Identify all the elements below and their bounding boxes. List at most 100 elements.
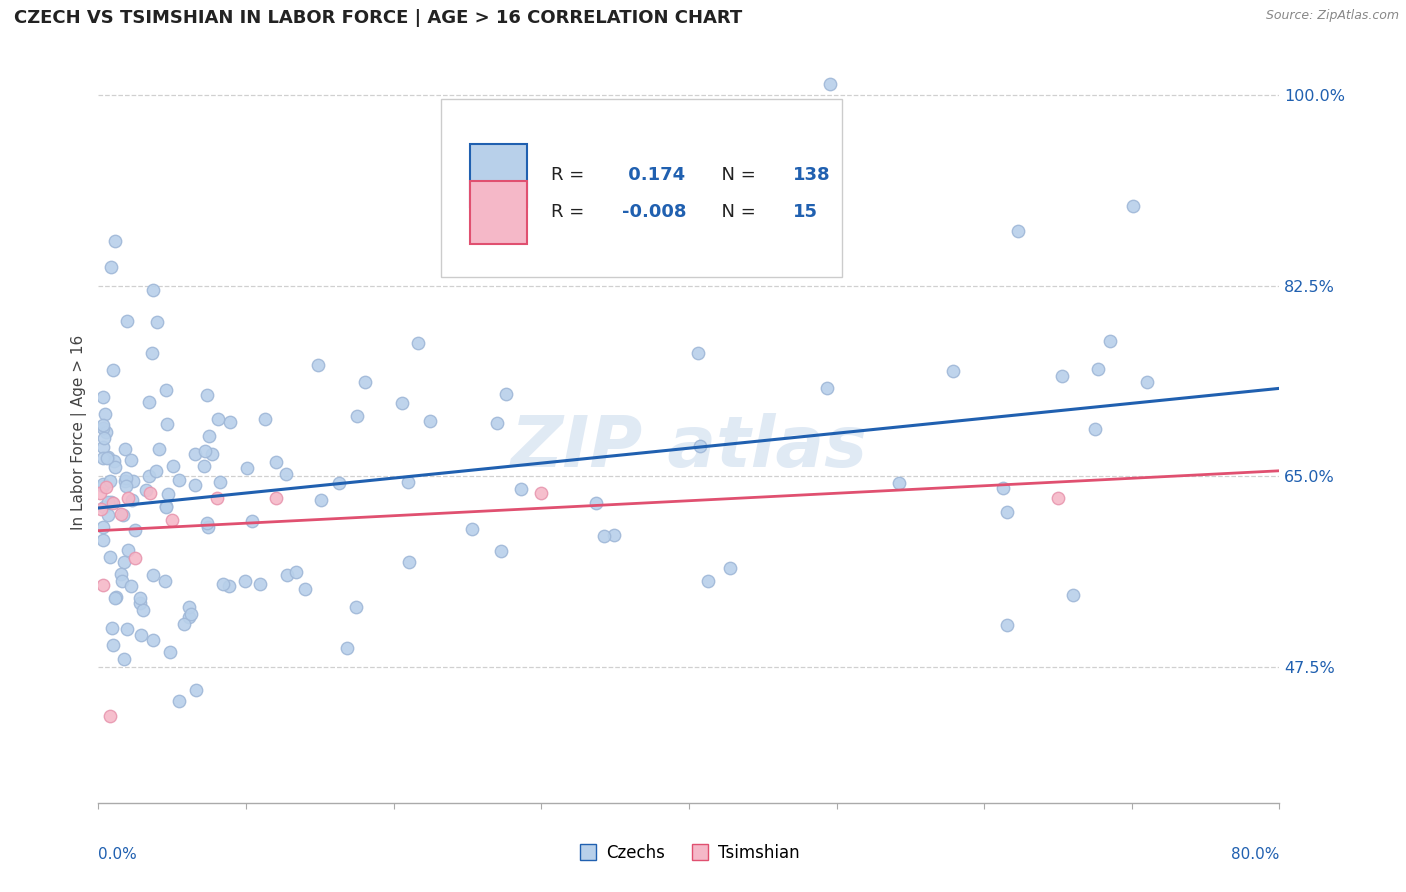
- Point: [1136, 375, 1159, 389]
- Point: [212, 576, 235, 591]
- Point: [328, 476, 350, 491]
- Point: [112, 652, 135, 666]
- Point: [585, 496, 607, 510]
- Point: [98, 474, 121, 488]
- Point: [391, 396, 413, 410]
- Point: [117, 622, 139, 636]
- Point: [91, 578, 114, 592]
- Point: [495, 387, 517, 401]
- Point: [354, 376, 377, 390]
- Point: [309, 492, 332, 507]
- Point: [207, 412, 229, 426]
- Point: [419, 413, 441, 427]
- Point: [194, 443, 217, 458]
- Point: [104, 591, 127, 605]
- Point: [100, 495, 122, 509]
- Point: [142, 283, 165, 297]
- Point: [105, 590, 128, 604]
- Point: [718, 561, 741, 575]
- Point: [180, 607, 202, 621]
- Point: [396, 475, 419, 489]
- FancyBboxPatch shape: [471, 181, 527, 244]
- Text: N =: N =: [710, 203, 762, 221]
- Point: [307, 358, 329, 372]
- Point: [264, 491, 287, 505]
- Point: [197, 519, 219, 533]
- Point: [162, 513, 183, 527]
- Point: [138, 395, 160, 409]
- Text: 0.0%: 0.0%: [98, 847, 138, 863]
- Point: [111, 508, 134, 522]
- Text: 0.174: 0.174: [621, 166, 685, 185]
- Point: [112, 556, 135, 570]
- Point: [1050, 368, 1073, 383]
- Point: [697, 574, 720, 589]
- Point: [408, 335, 430, 350]
- Point: [141, 346, 163, 360]
- Point: [153, 574, 176, 588]
- Point: [97, 450, 120, 464]
- Point: [184, 447, 207, 461]
- Text: -0.008: -0.008: [621, 203, 686, 221]
- Point: [460, 522, 482, 536]
- Point: [489, 543, 512, 558]
- Point: [129, 628, 152, 642]
- Point: [142, 632, 165, 647]
- Point: [101, 622, 124, 636]
- Point: [117, 543, 139, 558]
- Text: N =: N =: [710, 166, 762, 185]
- Point: [114, 475, 136, 489]
- Point: [276, 568, 298, 582]
- Point: [336, 640, 359, 655]
- Point: [167, 473, 190, 487]
- Point: [398, 555, 420, 569]
- Point: [110, 508, 132, 522]
- Point: [155, 384, 177, 398]
- Point: [169, 694, 191, 708]
- Text: ZIP atlas: ZIP atlas: [510, 413, 868, 482]
- Point: [157, 487, 180, 501]
- Point: [179, 609, 201, 624]
- Point: [138, 469, 160, 483]
- Point: [120, 453, 142, 467]
- Point: [510, 482, 533, 496]
- Point: [991, 482, 1014, 496]
- Text: R =: R =: [551, 203, 589, 221]
- Point: [159, 645, 181, 659]
- Point: [346, 409, 368, 423]
- Point: [233, 574, 256, 588]
- Point: [1099, 334, 1122, 348]
- Point: [117, 314, 139, 328]
- Point: [91, 477, 114, 491]
- Text: Source: ZipAtlas.com: Source: ZipAtlas.com: [1265, 9, 1399, 22]
- Point: [253, 412, 276, 426]
- Point: [209, 475, 232, 489]
- Text: 80.0%: 80.0%: [1232, 847, 1279, 863]
- Point: [132, 602, 155, 616]
- Point: [115, 471, 138, 485]
- Point: [1062, 588, 1084, 602]
- Point: [117, 491, 139, 505]
- Point: [91, 520, 114, 534]
- Point: [115, 479, 138, 493]
- Point: [97, 495, 120, 509]
- Point: [195, 516, 218, 530]
- Y-axis label: In Labor Force | Age > 16: In Labor Force | Age > 16: [72, 335, 87, 530]
- Point: [592, 529, 614, 543]
- Point: [1007, 224, 1029, 238]
- Point: [486, 417, 509, 431]
- Point: [129, 596, 152, 610]
- Point: [145, 464, 167, 478]
- Point: [93, 500, 115, 515]
- Point: [103, 363, 125, 377]
- Point: [103, 454, 125, 468]
- Point: [177, 600, 200, 615]
- Point: [96, 450, 118, 465]
- Point: [103, 638, 125, 652]
- Point: [1084, 422, 1107, 436]
- Point: [148, 442, 170, 457]
- Point: [90, 501, 112, 516]
- Point: [249, 576, 271, 591]
- Point: [98, 550, 121, 565]
- Point: [818, 77, 841, 91]
